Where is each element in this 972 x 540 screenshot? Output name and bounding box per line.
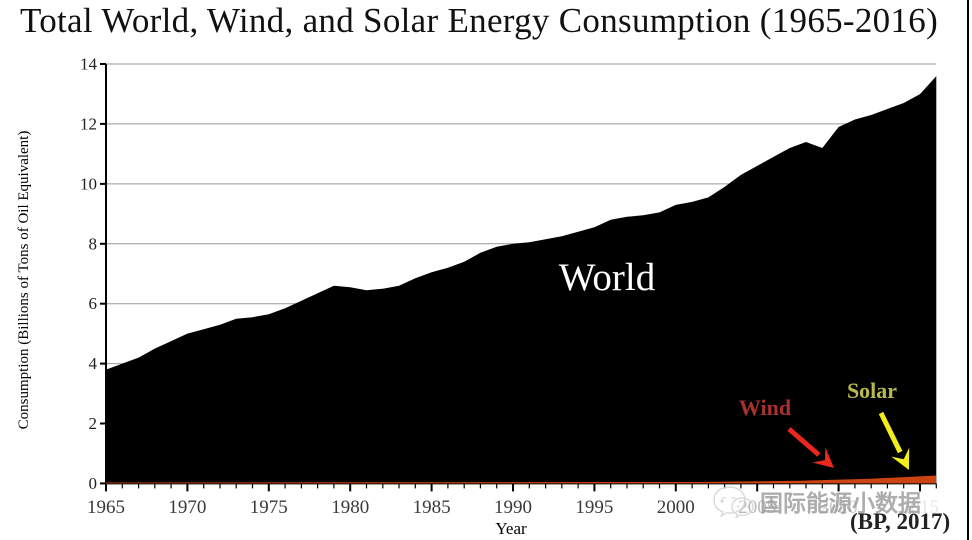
svg-text:14: 14 <box>80 55 98 74</box>
svg-text:Consumption (Billions of Tons: Consumption (Billions of Tons of Oil Equ… <box>16 131 32 430</box>
svg-text:1985: 1985 <box>413 497 451 518</box>
svg-text:12: 12 <box>80 114 97 133</box>
svg-text:2000: 2000 <box>657 497 695 518</box>
svg-text:2: 2 <box>89 414 98 433</box>
svg-text:4: 4 <box>89 354 98 373</box>
svg-text:6: 6 <box>89 294 98 313</box>
svg-text:1995: 1995 <box>575 497 613 518</box>
svg-text:1970: 1970 <box>168 497 206 518</box>
svg-text:Wind: Wind <box>739 395 791 420</box>
svg-text:10: 10 <box>80 174 97 193</box>
svg-text:0: 0 <box>89 474 98 493</box>
svg-text:1965: 1965 <box>87 497 125 518</box>
svg-text:8: 8 <box>89 234 98 253</box>
svg-text:1980: 1980 <box>331 497 369 518</box>
svg-text:1975: 1975 <box>250 497 288 518</box>
svg-text:Year: Year <box>495 519 527 538</box>
svg-text:World: World <box>559 256 656 299</box>
svg-text:Solar: Solar <box>847 378 897 403</box>
svg-text:1990: 1990 <box>494 497 532 518</box>
